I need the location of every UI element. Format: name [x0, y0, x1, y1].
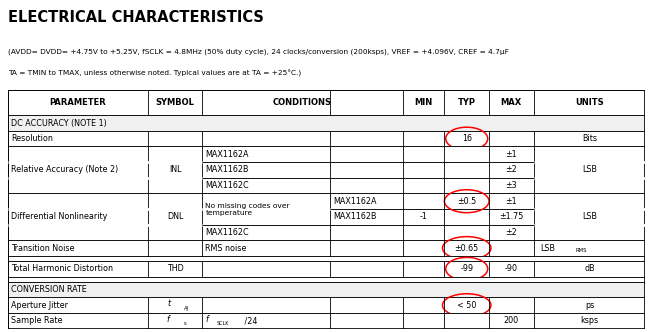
Bar — [8, 261, 645, 277]
Text: ±1: ±1 — [505, 197, 517, 206]
Text: RMS: RMS — [575, 248, 586, 253]
Bar — [8, 225, 645, 240]
Text: Transition Noise: Transition Noise — [11, 244, 74, 253]
Text: ±2: ±2 — [505, 228, 517, 237]
Text: t: t — [167, 299, 170, 308]
Text: MAX1162C: MAX1162C — [206, 228, 249, 237]
Bar — [8, 240, 645, 256]
Bar — [8, 162, 645, 178]
Text: -99: -99 — [460, 264, 473, 273]
Text: < 50: < 50 — [457, 301, 477, 310]
Text: 200: 200 — [503, 316, 519, 325]
Text: ksps: ksps — [581, 316, 598, 325]
Text: ±2: ±2 — [505, 165, 517, 174]
Text: MAX1162C: MAX1162C — [206, 181, 249, 190]
Text: CONVERSION RATE: CONVERSION RATE — [11, 285, 87, 294]
Text: MIN: MIN — [415, 98, 433, 107]
Text: MAX1162B: MAX1162B — [206, 165, 249, 174]
Text: ELECTRICAL CHARACTERISTICS: ELECTRICAL CHARACTERISTICS — [8, 10, 264, 25]
Text: ±0.5: ±0.5 — [457, 197, 476, 206]
Text: Bits: Bits — [582, 134, 597, 143]
Text: Relative Accuracy (Note 2): Relative Accuracy (Note 2) — [11, 165, 118, 174]
Bar — [8, 131, 645, 146]
Text: f: f — [166, 315, 169, 324]
Text: 16: 16 — [462, 134, 471, 143]
Text: No missing codes over
temperature: No missing codes over temperature — [206, 203, 290, 215]
Text: ±0.65: ±0.65 — [454, 244, 479, 253]
Text: AJ: AJ — [184, 305, 189, 311]
Text: LSB: LSB — [540, 244, 555, 253]
Text: Aperture Jitter: Aperture Jitter — [11, 301, 68, 310]
Bar — [8, 146, 645, 162]
Bar — [8, 178, 645, 193]
Text: ±3: ±3 — [505, 181, 517, 190]
Bar — [8, 209, 645, 225]
Text: Total Harmonic Distortion: Total Harmonic Distortion — [11, 264, 113, 273]
Text: LSB: LSB — [582, 212, 597, 221]
Text: ±1: ±1 — [505, 150, 517, 159]
Text: f: f — [206, 315, 208, 324]
Bar — [8, 282, 645, 297]
Bar — [8, 277, 645, 282]
Bar — [8, 115, 645, 131]
Text: TA = TMIN to TMAX, unless otherwise noted. Typical values are at TA = +25°C.): TA = TMIN to TMAX, unless otherwise note… — [8, 70, 301, 77]
Text: UNITS: UNITS — [575, 98, 604, 107]
Bar — [8, 90, 645, 115]
Text: Sample Rate: Sample Rate — [11, 316, 63, 325]
Text: LSB: LSB — [582, 165, 597, 174]
Text: (AVDD= DVDD= +4.75V to +5.25V, fSCLK = 4.8MHz (50% duty cycle), 24 clocks/conver: (AVDD= DVDD= +4.75V to +5.25V, fSCLK = 4… — [8, 48, 509, 55]
Bar — [8, 256, 645, 261]
Text: Differential Nonlinearity: Differential Nonlinearity — [11, 212, 107, 221]
Text: SYMBOL: SYMBOL — [155, 98, 195, 107]
Text: MAX1162B: MAX1162B — [333, 212, 376, 221]
Text: RMS noise: RMS noise — [206, 244, 247, 253]
Text: -1: -1 — [420, 212, 428, 221]
Text: PARAMETER: PARAMETER — [50, 98, 106, 107]
Text: CONDITIONS: CONDITIONS — [273, 98, 332, 107]
Text: INL: INL — [169, 165, 182, 174]
Text: SCLK: SCLK — [216, 321, 229, 326]
Text: MAX: MAX — [501, 98, 522, 107]
Text: MAX1162A: MAX1162A — [333, 197, 376, 206]
Text: ±1.75: ±1.75 — [499, 212, 524, 221]
Text: THD: THD — [167, 264, 183, 273]
Text: s: s — [184, 321, 187, 326]
Bar — [8, 297, 645, 313]
Bar — [8, 193, 645, 209]
Text: DC ACCURACY (NOTE 1): DC ACCURACY (NOTE 1) — [11, 119, 107, 127]
Text: -90: -90 — [505, 264, 518, 273]
Text: TYP: TYP — [458, 98, 476, 107]
Text: /24: /24 — [242, 316, 257, 325]
Text: MAX1162A: MAX1162A — [206, 150, 249, 159]
Text: Resolution: Resolution — [11, 134, 53, 143]
Text: DNL: DNL — [167, 212, 183, 221]
Text: dB: dB — [584, 264, 595, 273]
Bar — [8, 313, 645, 329]
Text: ps: ps — [585, 301, 594, 310]
